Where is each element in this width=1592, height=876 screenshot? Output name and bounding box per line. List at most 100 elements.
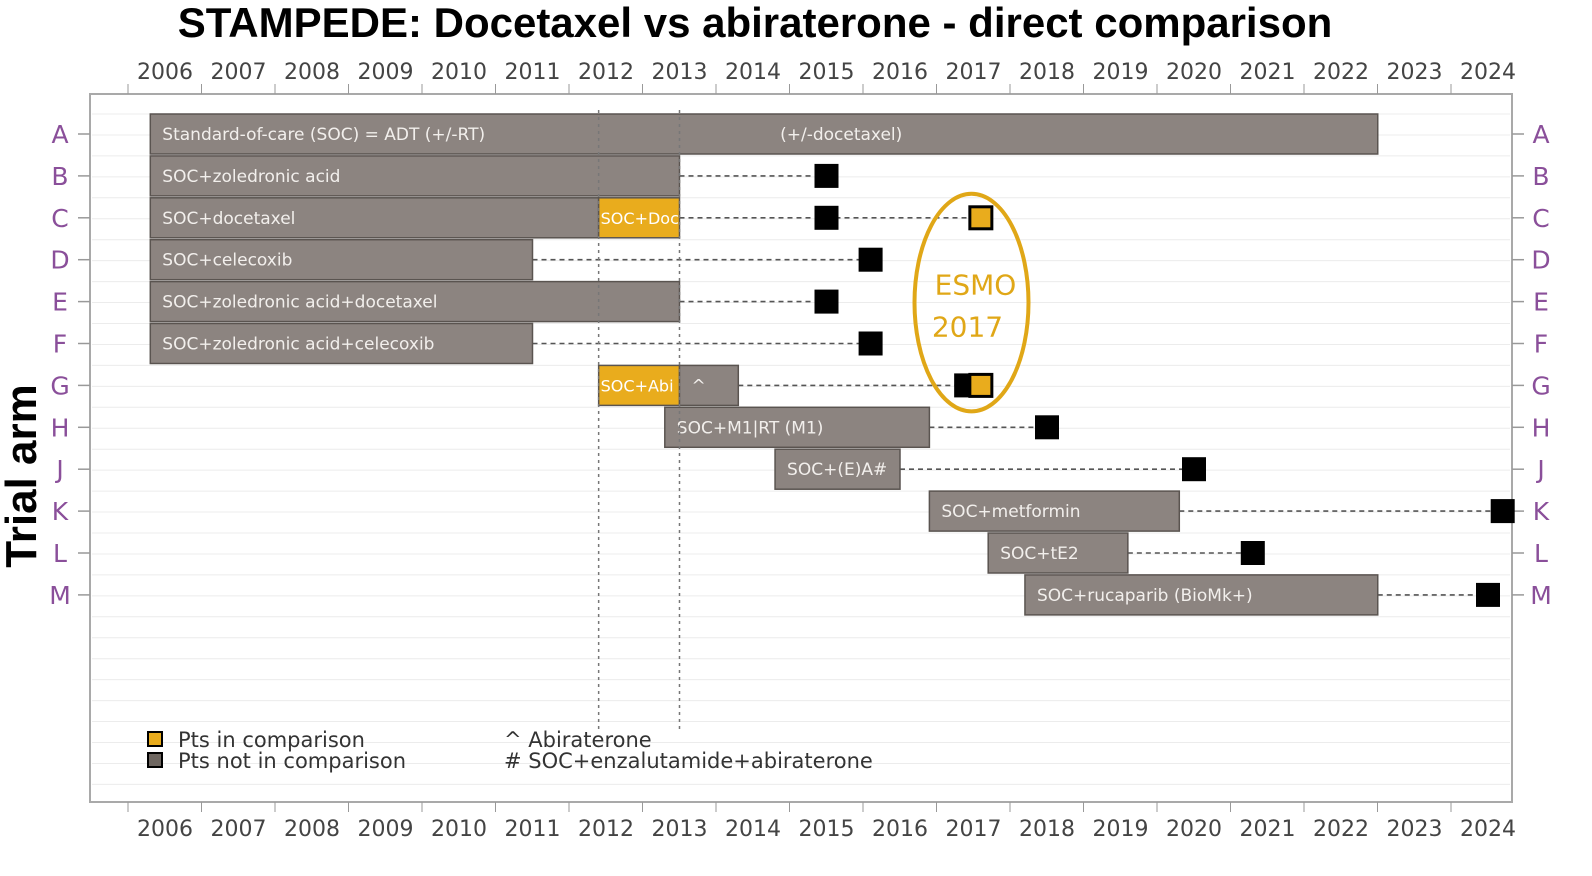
x-tick-label-bottom: 2019 <box>1093 817 1149 842</box>
x-tick-label-bottom: 2007 <box>211 817 267 842</box>
chart-title: STAMPEDE: Docetaxel vs abiraterone - dir… <box>177 0 1333 46</box>
row-label-left: G <box>50 371 69 400</box>
x-tick-label-top: 2016 <box>872 60 928 85</box>
bar-label: SOC+M1|RT (M1) <box>677 418 824 438</box>
result-marker <box>1490 499 1515 524</box>
bar-label: SOC+celecoxib <box>162 251 292 271</box>
x-tick-label-bottom: 2017 <box>946 817 1002 842</box>
x-tick-label-bottom: 2008 <box>284 817 340 842</box>
x-tick-label-bottom: 2011 <box>505 817 561 842</box>
legend-swatch <box>147 731 163 747</box>
result-marker <box>1182 457 1206 482</box>
bar-label: SOC+zoledronic acid+celecoxib <box>162 335 434 355</box>
x-tick-label-bottom: 2006 <box>137 817 193 842</box>
x-tick-label-top: 2020 <box>1166 60 1222 85</box>
x-tick-label-bottom: 2018 <box>1019 817 1075 842</box>
row-label-left: K <box>52 497 69 526</box>
x-tick-label-top: 2012 <box>578 60 634 85</box>
arm-bar <box>987 532 1129 574</box>
x-tick-label-bottom: 2020 <box>1166 817 1222 842</box>
x-tick-label-top: 2018 <box>1019 60 1075 85</box>
result-marker <box>968 205 994 231</box>
legend-label: Pts in comparison <box>178 728 365 752</box>
row-label-right: F <box>1534 330 1548 359</box>
bar-label: SOC+zoledronic acid <box>162 167 340 187</box>
x-tick-label-top: 2014 <box>725 60 781 85</box>
x-tick-label-bottom: 2021 <box>1240 817 1296 842</box>
row-label-left: F <box>53 330 67 359</box>
x-tick-label-top: 2015 <box>799 60 855 85</box>
x-tick-label-top: 2019 <box>1093 60 1149 85</box>
row-label-left: M <box>49 581 71 610</box>
legend-swatch <box>147 752 163 768</box>
row-label-left: B <box>51 162 68 191</box>
bar-label: SOC+zoledronic acid+docetaxel <box>162 293 437 313</box>
bar-label: (+/-docetaxel) <box>780 125 902 145</box>
result-marker <box>858 247 883 272</box>
arm-bar <box>664 406 931 449</box>
arm-bar <box>928 490 1181 532</box>
arm-bar <box>678 364 740 407</box>
bar-label: Standard-of-care (SOC) = ADT (+/-RT) <box>162 125 485 145</box>
row-label-right: E <box>1533 288 1549 317</box>
result-marker <box>1476 582 1500 607</box>
esmo-ellipse <box>912 191 1031 414</box>
x-tick-label-bottom: 2023 <box>1387 817 1443 842</box>
result-marker <box>814 163 839 188</box>
bar-label: SOC+(E)A# <box>787 460 887 480</box>
footnote: # SOC+enzalutamide+abiraterone <box>504 749 873 773</box>
x-tick-label-bottom: 2016 <box>872 817 928 842</box>
row-label-right: B <box>1532 162 1549 191</box>
x-tick-label-top: 2022 <box>1313 60 1369 85</box>
bar-label: SOC+rucaparib (BioMk+) <box>1037 586 1253 606</box>
result-marker <box>858 331 883 356</box>
bar-label: SOC+Abi <box>601 376 674 395</box>
row-label-left: H <box>51 413 70 442</box>
arm-bar <box>149 238 534 281</box>
row-label-left: C <box>51 204 68 233</box>
arm-bar <box>597 197 681 239</box>
footnote: ^ Abiraterone <box>504 728 652 752</box>
result-marker <box>814 205 839 230</box>
result-marker <box>968 372 994 398</box>
arm-bar <box>149 197 600 239</box>
row-label-right: G <box>1531 371 1550 400</box>
x-tick-label-top: 2013 <box>652 60 708 85</box>
bar-label: SOC+metformin <box>941 502 1080 522</box>
row-label-right: D <box>1531 246 1550 275</box>
x-tick-label-bottom: 2012 <box>578 817 634 842</box>
x-tick-label-top: 2021 <box>1240 60 1296 85</box>
bar-label: ^ <box>692 376 706 396</box>
arm-bar <box>149 155 681 197</box>
row-label-right: H <box>1532 413 1551 442</box>
esmo-label: ESMO <box>935 269 1017 302</box>
arm-bar <box>597 364 681 407</box>
x-tick-label-top: 2011 <box>505 60 561 85</box>
x-tick-label-top: 2023 <box>1387 60 1443 85</box>
x-tick-label-top: 2017 <box>946 60 1002 85</box>
esmo-label: 2017 <box>932 311 1003 344</box>
arm-bar <box>149 113 1379 155</box>
bar-label: SOC+tE2 <box>1000 544 1079 564</box>
result-marker <box>1035 415 1059 440</box>
arm-bar <box>149 322 534 365</box>
x-tick-label-top: 2006 <box>137 60 193 85</box>
x-tick-label-bottom: 2024 <box>1460 817 1516 842</box>
x-tick-label-bottom: 2009 <box>358 817 414 842</box>
x-tick-label-top: 2009 <box>358 60 414 85</box>
arm-bar <box>774 448 901 490</box>
row-label-right: K <box>1533 497 1550 526</box>
x-tick-label-top: 2008 <box>284 60 340 85</box>
row-label-right: J <box>1535 455 1544 484</box>
x-tick-label-top: 2010 <box>431 60 487 85</box>
x-tick-label-top: 2007 <box>211 60 267 85</box>
bar-label: SOC+docetaxel <box>162 209 295 229</box>
row-label-right: L <box>1534 539 1548 568</box>
row-label-left: A <box>51 120 68 149</box>
x-tick-label-bottom: 2014 <box>725 817 781 842</box>
legend-label: Pts not in comparison <box>178 749 406 773</box>
row-label-right: A <box>1532 120 1549 149</box>
result-marker <box>814 289 839 314</box>
row-label-left: L <box>53 539 67 568</box>
